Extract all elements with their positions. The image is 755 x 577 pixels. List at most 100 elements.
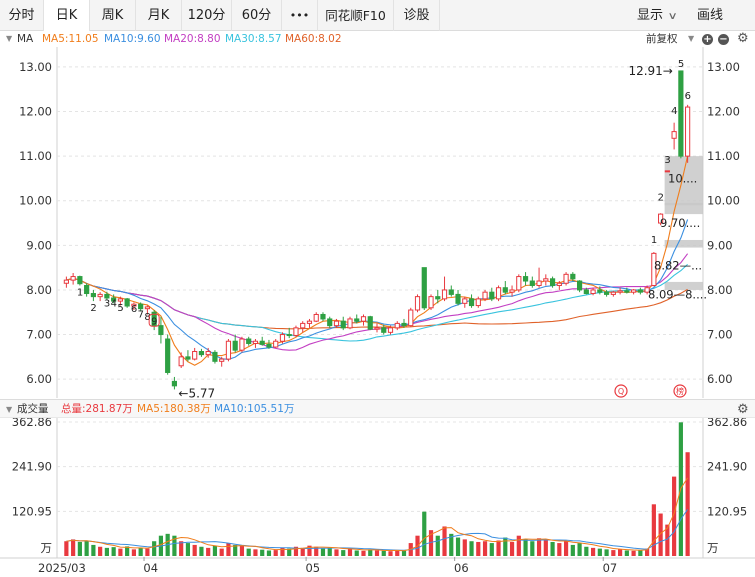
volume-bar (422, 511, 427, 556)
tab-day-k[interactable]: 日K (44, 0, 90, 31)
candle-body (273, 340, 279, 348)
collapse-triangle-icon[interactable]: ▼ (6, 34, 13, 43)
candle-body (286, 334, 292, 337)
volume-bar (71, 539, 76, 556)
candle-body (313, 313, 319, 322)
candle-body (192, 351, 198, 360)
adjust-mode[interactable]: 前复权 (646, 33, 678, 45)
gear-icon[interactable]: ⚙ (737, 402, 749, 417)
volume-total: 总量:281.87万 (61, 403, 133, 415)
ma60-value: MA60:8.02 (285, 33, 342, 45)
zoom-out-icon[interactable]: − (718, 34, 729, 45)
volume-unit-right: 万 (707, 541, 719, 555)
rank-board-icon (673, 384, 687, 398)
volume-bar (449, 533, 454, 556)
volume-ma5: MA5:180.38万 (137, 403, 211, 415)
volume-bar (645, 548, 650, 556)
volume-ma5-line (66, 477, 689, 552)
day-marker: 4 (111, 298, 117, 309)
tab-120min[interactable]: 120分 (182, 0, 232, 31)
volume-ma10: MA10:105.51万 (214, 403, 295, 415)
volume-bar (672, 476, 677, 556)
tab-60min[interactable]: 60分 (232, 0, 282, 31)
candle-body (603, 291, 610, 295)
display-dropdown[interactable]: 显示 ∨ (637, 0, 678, 31)
collapse-triangle-icon[interactable]: ▼ (6, 405, 13, 414)
volume-bar (145, 548, 150, 556)
volume-bar (435, 535, 440, 556)
volume-bar (509, 541, 515, 556)
candle-body (651, 252, 657, 286)
candle-body (367, 316, 373, 330)
zoom-in-icon[interactable]: + (702, 34, 713, 45)
support-zone (664, 202, 703, 215)
candle-body (293, 327, 299, 336)
candle-body (219, 358, 225, 362)
adjust-chevron-icon[interactable]: ▼ (688, 34, 695, 43)
volume-bar (172, 535, 177, 556)
candle-body (495, 287, 502, 300)
volume-bar (179, 541, 184, 556)
candle-body (590, 289, 596, 295)
candle-body (185, 356, 191, 360)
date-label: 05 (305, 561, 320, 575)
tab-week-k[interactable]: 周K (90, 0, 136, 31)
candle-body (77, 276, 83, 285)
volume-bar (638, 550, 643, 556)
candle-body (610, 291, 616, 295)
tab-zhengu[interactable]: 诊股 (394, 0, 440, 31)
candle-body (624, 290, 630, 293)
tab-more[interactable]: ••• (282, 0, 318, 31)
tab-f10[interactable]: 同花顺F10 (318, 0, 394, 31)
candle-body (644, 287, 650, 293)
ma5-value: MA5:11.05 (42, 33, 99, 45)
candle-body (212, 351, 218, 362)
candle-body (529, 280, 535, 286)
volume-bar (118, 548, 123, 556)
price-tick-right: 12.00 (707, 105, 740, 119)
volume-bar (314, 546, 319, 556)
candle-body (387, 327, 394, 333)
candle-body (252, 340, 259, 344)
rise-marker: 5 (678, 59, 684, 70)
support-zone (664, 281, 703, 290)
candle-body (340, 320, 346, 329)
candle-body (468, 298, 475, 307)
volume-bar (516, 535, 521, 556)
volume-bar (388, 551, 393, 556)
price-tick-right: 11.00 (707, 149, 740, 163)
candle-body (178, 356, 184, 367)
volume-bar (91, 544, 96, 556)
candle-body (158, 325, 164, 336)
candle-body (279, 334, 286, 342)
volume-bar (233, 544, 238, 556)
candle-body (502, 287, 508, 293)
tab-fenshi[interactable]: 分时 (0, 0, 44, 31)
volume-tick-right: 241.90 (707, 460, 747, 474)
volume-ma10-line (66, 509, 689, 551)
volume-bar (374, 550, 380, 556)
candle-body (394, 322, 400, 329)
ma-label: MA (17, 33, 34, 45)
gear-icon[interactable]: ⚙ (737, 31, 749, 46)
draw-line-button[interactable]: 画线 (697, 8, 724, 23)
high-price-label: 12.91→ (628, 64, 672, 78)
tab-month-k[interactable]: 月K (136, 0, 182, 31)
candle-body (171, 380, 178, 387)
volume-bar (543, 540, 548, 556)
volume-bar (98, 546, 103, 556)
volume-bar (347, 548, 353, 556)
candle-body (131, 303, 137, 307)
volume-bar (604, 549, 609, 556)
candle-body (225, 340, 232, 360)
candle-body (381, 327, 387, 333)
ma20-value: MA20:8.80 (164, 33, 221, 45)
candle-body (165, 338, 171, 373)
candle-body (678, 70, 684, 157)
volume-bar (327, 547, 332, 556)
volume-bar (152, 541, 157, 556)
price-tick-right: 6.00 (707, 372, 733, 386)
candle-body (117, 298, 123, 302)
candle-body (205, 351, 211, 356)
